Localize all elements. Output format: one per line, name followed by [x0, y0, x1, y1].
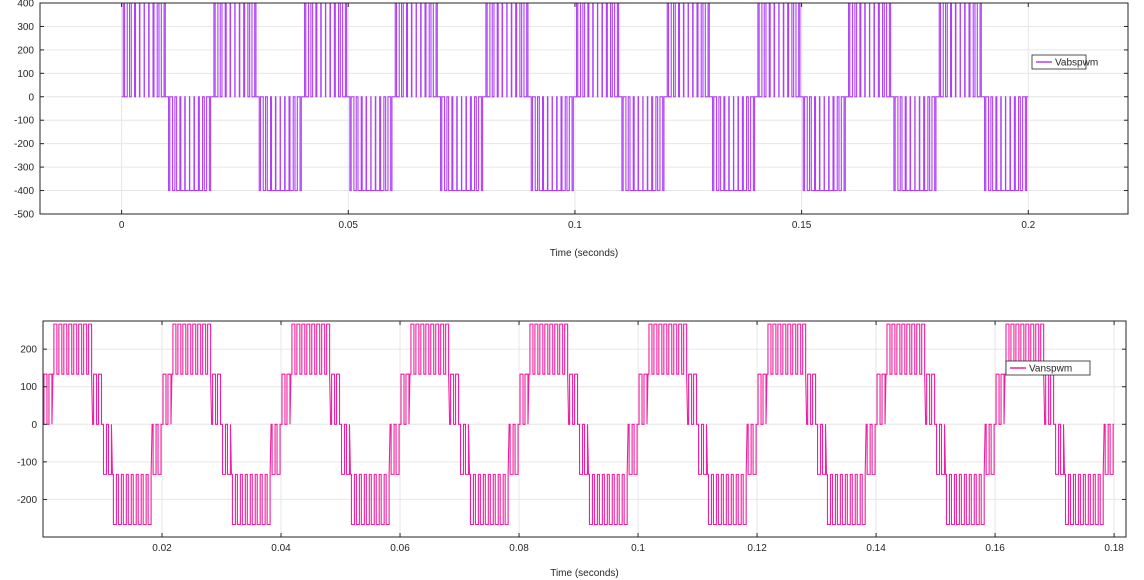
legend-label-vabspwm: Vabspwm [1055, 58, 1098, 69]
y-tick-label: -100 [14, 116, 34, 127]
x-tick-label: 0.18 [1104, 543, 1124, 554]
axis-ticks: 0 0.05 0.1 0.15 0.2 400 300 200 100 0 -100 -200 -300… [14, 0, 1128, 231]
y-tick-label: -100 [17, 457, 37, 468]
legend-label-vanspwm: Vanspwm [1029, 364, 1072, 375]
y-tick-label: 400 [17, 0, 34, 10]
y-tick-label: 100 [17, 69, 34, 80]
x-axis-label: Time (seconds) [550, 568, 619, 579]
y-tick-label: 200 [17, 45, 34, 56]
axis-ticks: 0.02 0.04 0.06 0.08 0.1 0.12 0.14 0.16 0.18 200 10… [17, 321, 1126, 554]
y-tick-label: 300 [17, 22, 34, 33]
x-tick-label: 0.2 [1021, 220, 1035, 231]
x-tick-label: 0.02 [152, 543, 172, 554]
y-tick-label: 0 [28, 92, 34, 103]
plot-frame [42, 320, 1127, 538]
y-tick-label: -500 [14, 210, 34, 221]
series-line-vabspwm [121, 2, 1029, 192]
y-tick-label: -300 [14, 163, 34, 174]
x-tick-label: 0.15 [792, 220, 812, 231]
legend-box [1005, 360, 1091, 376]
x-axis-label: Time (seconds) [550, 248, 619, 259]
plot-frame [39, 2, 1129, 215]
x-tick-label: 0.14 [866, 543, 886, 554]
chart-van: 0.02 0.04 0.06 0.08 0.1 0.12 0.14 0.16 0.18 200 10… [17, 320, 1127, 579]
x-tick-label: 0.1 [631, 543, 645, 554]
y-tick-label: -200 [17, 495, 37, 506]
legend[interactable]: Vanspwm [1005, 360, 1091, 376]
waveform-vabspwm [121, 2, 1029, 192]
x-tick-label: 0 [119, 220, 125, 231]
x-tick-label: 0.08 [509, 543, 529, 554]
x-tick-label: 0.06 [390, 543, 410, 554]
y-tick-label: -400 [14, 186, 34, 197]
series-line-vanspwm [43, 323, 1115, 526]
y-tick-label: 100 [20, 382, 37, 393]
legend-box [1031, 54, 1087, 70]
waveform-vanspwm [43, 323, 1115, 526]
x-tick-label: 0.16 [985, 543, 1005, 554]
y-tick-label: -200 [14, 139, 34, 150]
x-tick-label: 0.05 [339, 220, 359, 231]
x-tick-label: 0.12 [747, 543, 767, 554]
y-tick-label: 200 [20, 345, 37, 356]
y-tick-label: 0 [31, 420, 37, 431]
legend[interactable]: Vabspwm [1031, 54, 1098, 70]
chart-vab: 0 0.05 0.1 0.15 0.2 400 300 200 100 0 -100 -200 -300… [14, 0, 1129, 259]
x-tick-label: 0.1 [568, 220, 582, 231]
x-tick-label: 0.04 [271, 543, 291, 554]
